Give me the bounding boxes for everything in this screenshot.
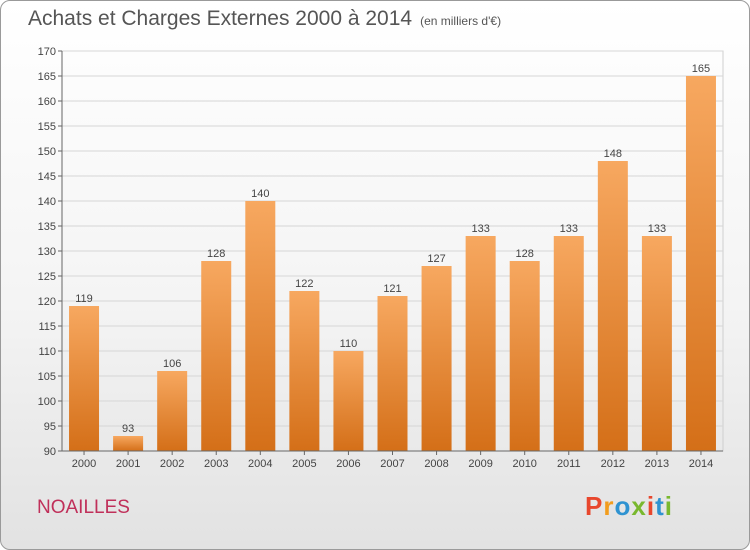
y-tick-label: 165 <box>38 71 56 83</box>
y-tick-label: 95 <box>44 421 56 433</box>
x-tick-label-2011: 2011 <box>557 458 581 470</box>
y-tick-label: 160 <box>38 96 56 108</box>
bar-2004 <box>245 201 276 451</box>
x-tick-label-2009: 2009 <box>468 458 492 470</box>
data-label-2013: 133 <box>648 223 666 235</box>
x-tick-label-2005: 2005 <box>292 458 316 470</box>
data-label-2004: 140 <box>251 188 269 200</box>
bar-2011 <box>553 236 584 451</box>
y-tick-label: 135 <box>38 221 56 233</box>
data-label-2008: 127 <box>427 253 445 265</box>
data-label-2011: 133 <box>560 223 578 235</box>
x-tick-label-2013: 2013 <box>645 458 669 470</box>
x-tick-label-2012: 2012 <box>601 458 625 470</box>
x-tick-label-2001: 2001 <box>116 458 140 470</box>
bar-2002 <box>157 371 188 451</box>
chart-title-text: Achats et Charges Externes 2000 à 2014 <box>28 7 413 30</box>
bar-2010 <box>509 261 540 451</box>
logo-letter: x <box>631 491 647 521</box>
logo-letter: i <box>646 491 656 521</box>
logo-letter: r <box>603 491 615 521</box>
data-label-2007: 121 <box>383 283 401 295</box>
y-tick-label: 100 <box>38 396 56 408</box>
logo-letter: t <box>655 491 665 521</box>
bar-2000 <box>69 306 100 451</box>
data-label-2010: 128 <box>516 248 534 260</box>
x-tick-label-2007: 2007 <box>380 458 404 470</box>
data-label-2009: 133 <box>471 223 489 235</box>
bar-2003 <box>201 261 232 451</box>
x-tick-label-2014: 2014 <box>689 458 713 470</box>
x-tick-label-2010: 2010 <box>512 458 536 470</box>
y-tick-label: 130 <box>38 246 56 258</box>
bar-2013 <box>641 236 672 451</box>
x-tick-label-2000: 2000 <box>72 458 96 470</box>
bar-2009 <box>465 236 496 451</box>
logo-letter: o <box>614 491 632 521</box>
x-tick-label-2006: 2006 <box>336 458 360 470</box>
data-label-2006: 110 <box>340 338 358 350</box>
y-tick-label: 115 <box>38 321 56 333</box>
y-tick-label: 90 <box>44 446 56 458</box>
chart-unit: (en milliers d'€) <box>420 14 502 28</box>
y-tick-label: 125 <box>38 271 56 283</box>
data-label-2003: 128 <box>207 248 225 260</box>
y-tick-label: 105 <box>38 371 56 383</box>
y-tick-label: 150 <box>38 146 56 158</box>
x-tick-label-2008: 2008 <box>424 458 448 470</box>
x-tick-label-2002: 2002 <box>160 458 184 470</box>
bar-2006 <box>333 351 364 451</box>
y-tick-label: 120 <box>38 296 56 308</box>
data-label-2012: 148 <box>604 148 622 160</box>
bar-2005 <box>289 291 320 451</box>
y-tick-label: 155 <box>38 121 56 133</box>
bar-2014 <box>685 76 716 451</box>
y-tick-label: 140 <box>38 196 56 208</box>
y-tick-label: 110 <box>38 346 56 358</box>
x-tick-label-2004: 2004 <box>248 458 272 470</box>
data-label-2014: 165 <box>692 63 710 75</box>
data-label-2002: 106 <box>163 358 181 370</box>
bar-2001 <box>113 436 144 451</box>
bar-2012 <box>597 161 628 451</box>
bar-2008 <box>421 266 452 451</box>
x-tick-label-2003: 2003 <box>204 458 228 470</box>
y-tick-label: 170 <box>38 46 56 58</box>
place-name: NOAILLES <box>37 497 130 518</box>
data-label-2001: 93 <box>122 423 134 435</box>
logo-letter: P <box>585 491 604 521</box>
y-tick-label: 145 <box>38 171 56 183</box>
bar-2007 <box>377 296 408 451</box>
data-label-2005: 122 <box>295 278 313 290</box>
proxiti-logo: Proxiti <box>585 491 673 522</box>
data-label-2000: 119 <box>75 293 93 305</box>
logo-letter: i <box>664 491 673 521</box>
chart-title: Achats et Charges Externes 2000 à 2014 (e… <box>28 7 501 31</box>
